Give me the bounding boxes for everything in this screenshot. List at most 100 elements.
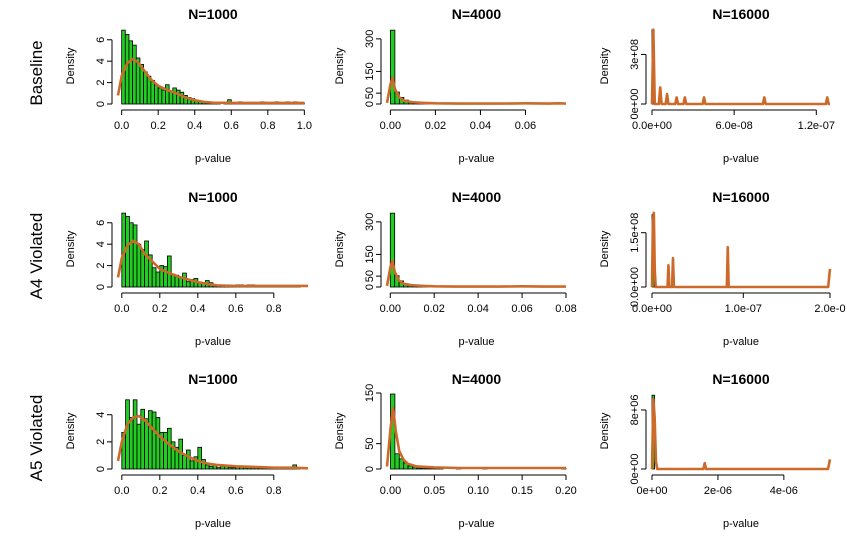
y-tick-label: 50 [364, 87, 376, 99]
chart-panel-4: N=1000 0 2 4 6 0.0 0.2 0.4 0.6 0.8 p-value Density [65, 189, 308, 348]
histogram-bar [216, 467, 222, 470]
x-tick-label: 4e-06 [770, 485, 798, 497]
row-label-a4-violated: A4 Violated [27, 213, 46, 300]
histogram-bar [125, 399, 130, 470]
chart-title: N=16000 [712, 189, 769, 205]
y-tick-label: 0 [95, 284, 107, 290]
chart-title: N=4000 [452, 371, 502, 387]
x-tick-label: 1.2e-07 [798, 120, 835, 132]
histogram-bar [394, 453, 400, 470]
y-tick-label: 0 [364, 101, 376, 107]
x-tick-label: 0.04 [467, 303, 488, 315]
chart-panel-8: N=4000 0 50 150 0.00 0.05 0.10 0.15 0.20 p-value D… [334, 371, 577, 530]
chart-panel-3: N=16000 0e+00 3e+08 0.0e+00 6.0e-08 1.2e-07 p-… [599, 6, 835, 165]
y-tick-label: 50 [364, 270, 376, 282]
density-line [650, 211, 832, 289]
y-tick-label: 1.5e+08 [629, 213, 641, 253]
histogram-bar [416, 467, 422, 470]
histogram-bar [147, 410, 153, 470]
x-axis-label: p-value [195, 336, 231, 348]
y-axis-label: Density [65, 412, 77, 449]
histogram-bar [150, 80, 155, 105]
y-axis-label: Density [334, 412, 346, 449]
x-tick-label: 2e-06 [704, 485, 732, 497]
x-axis-label: p-value [458, 336, 494, 348]
histogram-bar [157, 87, 163, 105]
chart-panel-7: N=1000 0 2 4 0.0 0.2 0.4 0.6 0.8 p-value Density [65, 371, 309, 530]
y-tick-label: 2 [95, 80, 107, 86]
density-line [385, 259, 566, 288]
x-tick-label: 0.0 [114, 303, 129, 315]
y-tick-label: 4 [95, 412, 107, 418]
chart-panel-5: N=4000 0 50 150 300 0.00 0.02 0.04 0.06 0.08 p-val… [334, 189, 577, 348]
x-tick-label: 0.02 [425, 120, 446, 132]
histogram-bar [140, 249, 146, 288]
y-tick-label: 0 [364, 284, 376, 290]
y-tick-label: 0 [364, 466, 376, 472]
chart-title: N=1000 [188, 371, 238, 387]
histogram-bar [231, 467, 237, 470]
histogram-bar [182, 455, 187, 470]
y-axis-label: Density [65, 47, 77, 84]
y-tick-label: 50 [364, 438, 376, 450]
histogram-bar [136, 423, 142, 470]
chart-panel-2: N=4000 0 50 150 300 0.00 0.02 0.04 0.06 p-value De… [334, 6, 567, 165]
x-tick-label: 0.10 [468, 485, 489, 497]
y-axis-label: Density [65, 230, 77, 267]
x-tick-label: 0.00 [380, 120, 401, 132]
y-tick-label: 150 [364, 384, 376, 402]
histogram-bar [197, 446, 203, 470]
x-tick-label: 0.0 [114, 120, 129, 132]
x-tick-label: 0.6 [228, 485, 243, 497]
y-tick-label: 0 [95, 466, 107, 472]
y-axis-label: Density [334, 47, 346, 84]
y-tick-label: 0e+00 [629, 454, 641, 485]
chart-title: N=4000 [452, 189, 502, 205]
x-tick-label: 0.4 [190, 485, 205, 497]
density-line [650, 397, 832, 471]
chart-title: N=16000 [712, 6, 769, 22]
histogram-bar [389, 212, 396, 288]
chart-panel-6: N=16000 0.0e+00 1.5e+08 0.0e+00 1.0e-07 2.0e-… [599, 189, 846, 348]
histogram-bar [204, 464, 210, 470]
x-tick-label: 0.05 [424, 485, 445, 497]
x-tick-label: 0.0 [114, 485, 129, 497]
histogram-bar [128, 222, 134, 288]
x-tick-label: 6.0e-08 [715, 120, 752, 132]
y-axis-label: Density [599, 412, 611, 449]
y-tick-label: 4 [95, 241, 107, 247]
x-tick-label: 0.08 [555, 303, 576, 315]
density-line [116, 414, 309, 470]
histogram-bar [407, 465, 413, 470]
histogram-bar [154, 84, 159, 105]
histogram-bar [163, 431, 168, 470]
x-tick-label: 0.4 [190, 303, 205, 315]
y-tick-label: 8e+06 [629, 395, 641, 426]
histogram-bar [172, 87, 177, 105]
histogram-bar [425, 468, 431, 470]
x-axis-label: p-value [723, 336, 759, 348]
x-tick-label: 0.8 [266, 303, 281, 315]
y-tick-label: 4 [95, 58, 107, 64]
x-tick-label: 0.02 [424, 303, 445, 315]
x-tick-label: 0.0e+00 [632, 303, 672, 315]
x-tick-label: 0.4 [187, 120, 202, 132]
x-tick-label: 0.0e+00 [632, 120, 672, 132]
x-tick-label: 0.00 [380, 485, 401, 497]
histogram-bar [144, 240, 149, 288]
y-tick-label: 0e+00 [629, 89, 641, 120]
histogram-bar [155, 271, 161, 288]
x-tick-label: 0.2 [151, 120, 166, 132]
x-tick-label: 0.04 [470, 120, 491, 132]
chart-title: N=4000 [452, 6, 502, 22]
density-line [650, 28, 830, 106]
x-tick-label: 0.8 [260, 120, 275, 132]
row-label-baseline: Baseline [27, 40, 46, 105]
y-tick-label: 2 [95, 263, 107, 269]
y-tick-label: 2 [95, 439, 107, 445]
x-tick-label: 0.20 [555, 485, 576, 497]
row-label-a5-violated: A5 Violated [27, 395, 46, 482]
histogram-bar [144, 418, 149, 470]
chart-panel-9: N=16000 0e+00 8e+06 0e+00 2e-06 4e-06 p-value D… [599, 371, 832, 530]
